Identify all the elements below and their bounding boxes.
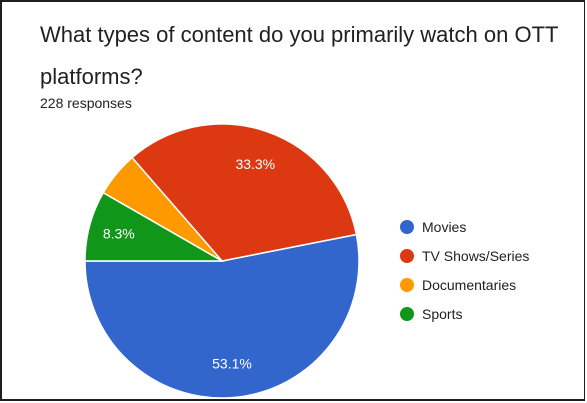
legend-label: TV Shows/Series bbox=[422, 248, 529, 264]
pie-slice-sports[interactable] bbox=[84, 191, 225, 262]
legend-swatch bbox=[400, 220, 414, 234]
legend-item[interactable]: Sports bbox=[400, 306, 462, 322]
legend-item[interactable]: Documentaries bbox=[400, 277, 516, 293]
slice-percent-label: 8.3% bbox=[103, 226, 135, 242]
pie-slice-tv-shows-series[interactable] bbox=[130, 123, 358, 262]
response-count: 228 responses bbox=[40, 95, 132, 111]
legend-item[interactable]: TV Shows/Series bbox=[400, 248, 529, 264]
legend-label: Documentaries bbox=[422, 277, 516, 293]
legend-label: Sports bbox=[422, 306, 462, 322]
legend-item[interactable]: Movies bbox=[400, 219, 466, 235]
legend-swatch bbox=[400, 307, 414, 321]
slice-percent-label: 53.1% bbox=[212, 355, 252, 371]
legend-swatch bbox=[400, 278, 414, 292]
pie-slice-movies[interactable] bbox=[84, 233, 360, 399]
slice-percent-label: 33.3% bbox=[235, 156, 275, 172]
legend-label: Movies bbox=[422, 219, 466, 235]
legend-swatch bbox=[400, 249, 414, 263]
question-title: What types of content do you primarily w… bbox=[40, 22, 559, 89]
